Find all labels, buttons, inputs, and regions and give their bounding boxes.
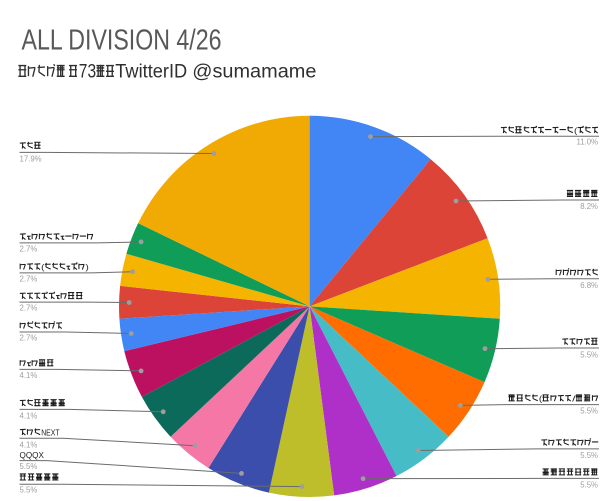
- svg-text:(: (: [41, 262, 44, 272]
- svg-text:TwitterID: TwitterID: [115, 61, 187, 82]
- svg-text:5.5%: 5.5%: [580, 481, 598, 490]
- svg-text:4.1%: 4.1%: [20, 440, 38, 449]
- svg-text:@sumamame: @sumamame: [192, 61, 316, 82]
- svg-text:17.9%: 17.9%: [20, 154, 42, 163]
- svg-text:2.7%: 2.7%: [20, 245, 38, 254]
- svg-text:/: /: [572, 394, 576, 404]
- svg-text:ALL DIVISION 4/26: ALL DIVISION 4/26: [22, 24, 222, 56]
- svg-text:8.2%: 8.2%: [580, 202, 598, 211]
- svg-text:2.7%: 2.7%: [20, 333, 38, 342]
- svg-text:): ): [86, 262, 89, 272]
- svg-text:QQQX: QQQX: [20, 450, 45, 460]
- svg-text:6.8%: 6.8%: [580, 281, 598, 290]
- svg-text:(: (: [539, 394, 542, 404]
- svg-text:2.7%: 2.7%: [20, 275, 38, 284]
- svg-text:11.0%: 11.0%: [576, 138, 598, 147]
- svg-text:(: (: [574, 125, 577, 135]
- svg-text:2.7%: 2.7%: [20, 303, 38, 312]
- svg-text:5.5%: 5.5%: [580, 351, 598, 360]
- svg-text:5.5%: 5.5%: [20, 462, 38, 471]
- svg-text:4.1%: 4.1%: [20, 411, 38, 420]
- svg-text:4.1%: 4.1%: [20, 371, 38, 380]
- svg-text:5.5%: 5.5%: [20, 486, 38, 495]
- svg-text:5.5%: 5.5%: [580, 451, 598, 460]
- svg-text:73: 73: [79, 61, 96, 82]
- svg-text:NEXT: NEXT: [41, 427, 59, 437]
- svg-text:5.5%: 5.5%: [580, 407, 598, 416]
